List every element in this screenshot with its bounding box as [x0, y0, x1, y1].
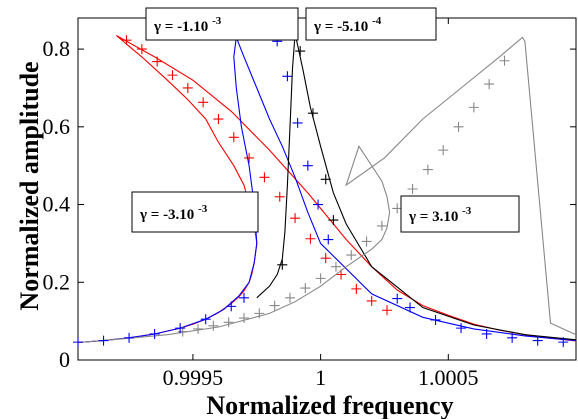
- x-tick-label: 0.9995: [163, 365, 224, 390]
- series-marker-red-0: [167, 70, 178, 81]
- series-marker-red-0: [213, 114, 224, 125]
- x-axis-title: Normalized frequency: [206, 391, 453, 419]
- annotation-text: γ = -1.10 -3: [153, 15, 222, 35]
- annotation-box: [400, 195, 520, 233]
- series-marker-blue-4: [200, 314, 211, 325]
- series-marker-blue-4: [405, 302, 415, 313]
- series-line-blue-1: [77, 37, 577, 344]
- series-marker-red-0: [259, 172, 270, 183]
- series-marker-gray-3: [330, 261, 341, 272]
- series-marker-blue-1: [302, 160, 313, 171]
- annotation-text: γ = 3.10 -3: [408, 205, 472, 225]
- gamma-annotation: γ = -3.10 -3: [131, 191, 259, 233]
- series-marker-red-0: [198, 97, 209, 108]
- series-marker-gray-3: [407, 184, 418, 194]
- series-marker-gray-3: [376, 220, 387, 231]
- plot-frame: [77, 17, 577, 361]
- annotation-box: [131, 191, 259, 233]
- series-marker-blue-4: [392, 293, 403, 304]
- series-marker-gray-3: [438, 145, 449, 156]
- series-marker-blue-1: [282, 71, 293, 82]
- series-marker-red-0: [290, 213, 301, 224]
- annotation-box: [145, 7, 299, 41]
- series-marker-blue-4: [532, 335, 543, 346]
- annotation-box: [305, 7, 437, 41]
- series-marker-black-2: [320, 174, 331, 185]
- series-marker-gray-3: [315, 273, 326, 284]
- x-tick-label: 1: [315, 365, 326, 390]
- series-marker-gray-3: [208, 320, 219, 331]
- series-marker-blue-4: [98, 335, 109, 346]
- series-marker-blue-1: [323, 234, 334, 245]
- series-marker-blue-1: [313, 199, 324, 210]
- series-marker-blue-4: [149, 328, 160, 339]
- axis-layer: 0.9995 1 1.0005 0 0.2 0.4 0.6 0.8: [43, 18, 576, 390]
- annotation-layer: γ = -1.10 -3 γ = -5.10 -4 γ = -3.10 -3 γ = …: [131, 7, 520, 233]
- series-marker-red-0: [274, 191, 285, 202]
- series-marker-gray-3: [484, 79, 495, 90]
- y-tick-label: 0.2: [43, 269, 71, 294]
- y-tick-label: 0.4: [43, 192, 71, 217]
- series-marker-blue-1: [292, 117, 303, 128]
- series-marker-black-2: [307, 108, 318, 119]
- series-marker-gray-3: [422, 164, 433, 175]
- series-marker-gray-3: [346, 250, 357, 261]
- series-marker-red-0: [121, 35, 132, 46]
- gamma-annotation: γ = -5.10 -4: [305, 7, 437, 41]
- series-marker-red-0: [305, 233, 316, 244]
- series-marker-red-0: [366, 295, 377, 306]
- series-marker-gray-3: [453, 121, 464, 132]
- gamma-annotation: γ = 3.10 -3: [400, 195, 520, 233]
- y-tick-label: 0.6: [43, 114, 71, 139]
- series-marker-red-0: [182, 82, 193, 93]
- series-marker-red-0: [136, 44, 147, 55]
- series-layer: [73, 33, 577, 348]
- annotation-text: γ = -3.10 -3: [139, 203, 208, 223]
- gamma-annotation: γ = -1.10 -3: [145, 7, 299, 41]
- series-marker-gray-3: [361, 236, 372, 247]
- series-marker-blue-4: [558, 337, 569, 348]
- series-marker-gray-3: [239, 313, 249, 324]
- y-tick-label: 0: [59, 347, 70, 372]
- series-marker-gray-3: [300, 283, 311, 294]
- series-marker-black-2: [277, 259, 288, 270]
- series-marker-blue-4: [456, 323, 467, 334]
- series-marker-red-0: [228, 132, 239, 143]
- series-marker-black-2: [295, 46, 306, 57]
- series-marker-red-0: [152, 56, 163, 67]
- series-marker-red-0: [351, 283, 362, 294]
- series-marker-gray-3: [193, 323, 204, 334]
- x-tick-label: 1.0005: [418, 365, 479, 390]
- series-marker-blue-4: [226, 301, 237, 312]
- series-marker-blue-4: [481, 328, 492, 339]
- series-marker-blue-4: [124, 332, 135, 343]
- series-line-black-2: [256, 33, 577, 341]
- y-tick-label: 0.8: [43, 36, 71, 61]
- series-marker-red-0: [382, 305, 393, 316]
- series-marker-blue-4: [507, 332, 518, 343]
- series-marker-gray-3: [284, 292, 295, 303]
- series-marker-red-0: [244, 152, 255, 163]
- series-marker-gray-3: [254, 308, 265, 319]
- series-marker-blue-4: [73, 337, 83, 348]
- y-axis-title: Normalized amplitude: [15, 61, 44, 310]
- series-marker-black-2: [328, 215, 339, 226]
- series-marker-gray-3: [499, 55, 510, 66]
- series-marker-blue-4: [430, 314, 441, 325]
- series-line-gray-3: [77, 36, 577, 344]
- series-marker-gray-3: [269, 300, 280, 311]
- series-marker-gray-3: [468, 102, 479, 113]
- annotation-text: γ = -5.10 -4: [313, 15, 382, 35]
- series-marker-red-0: [320, 253, 331, 264]
- series-marker-blue-4: [239, 292, 249, 303]
- series-marker-gray-3: [223, 317, 234, 328]
- series-marker-blue-4: [175, 323, 186, 334]
